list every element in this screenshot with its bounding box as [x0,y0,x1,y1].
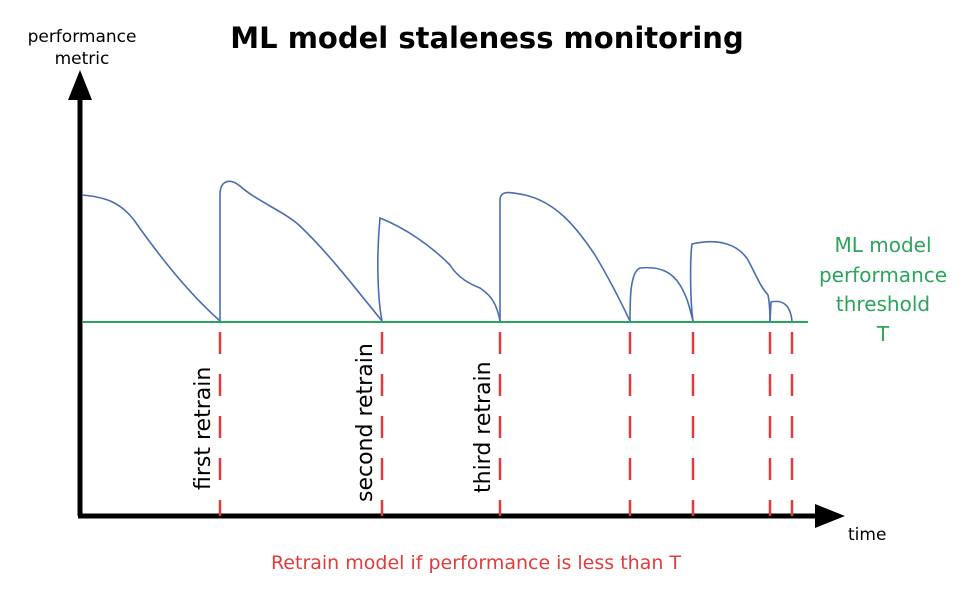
retrain-label-third: third retrain [471,361,496,493]
axes [68,70,845,528]
y-axis-arrow [68,70,92,100]
retrain-markers [218,332,794,516]
threshold-label-line1: ML model [834,233,931,257]
performance-curve [81,180,793,322]
curve-segment-6 [689,240,771,322]
threshold-label-line2: performance [819,263,947,287]
retrain-label-first: first retrain [191,367,216,490]
curve-segment-4 [499,191,631,322]
diagram-title: ML model staleness monitoring [230,21,743,55]
threshold-label-line3: threshold [836,292,930,316]
curve-segment-3 [377,216,501,322]
curve-segment-1 [81,194,221,322]
retrain-label-second: second retrain [353,343,378,502]
threshold-label-line4: T [876,322,890,346]
x-axis-arrow [815,504,845,528]
curve-segment-5 [629,266,694,322]
curve-segment-7 [769,300,793,322]
y-axis-label-line2: metric [55,49,110,69]
x-axis-label: time [848,525,886,545]
threshold-label: ML model performance threshold T [819,233,947,346]
curve-segment-2 [219,180,383,322]
caption: Retrain model if performance is less tha… [271,552,681,574]
y-axis-label-line1: performance [28,27,137,47]
